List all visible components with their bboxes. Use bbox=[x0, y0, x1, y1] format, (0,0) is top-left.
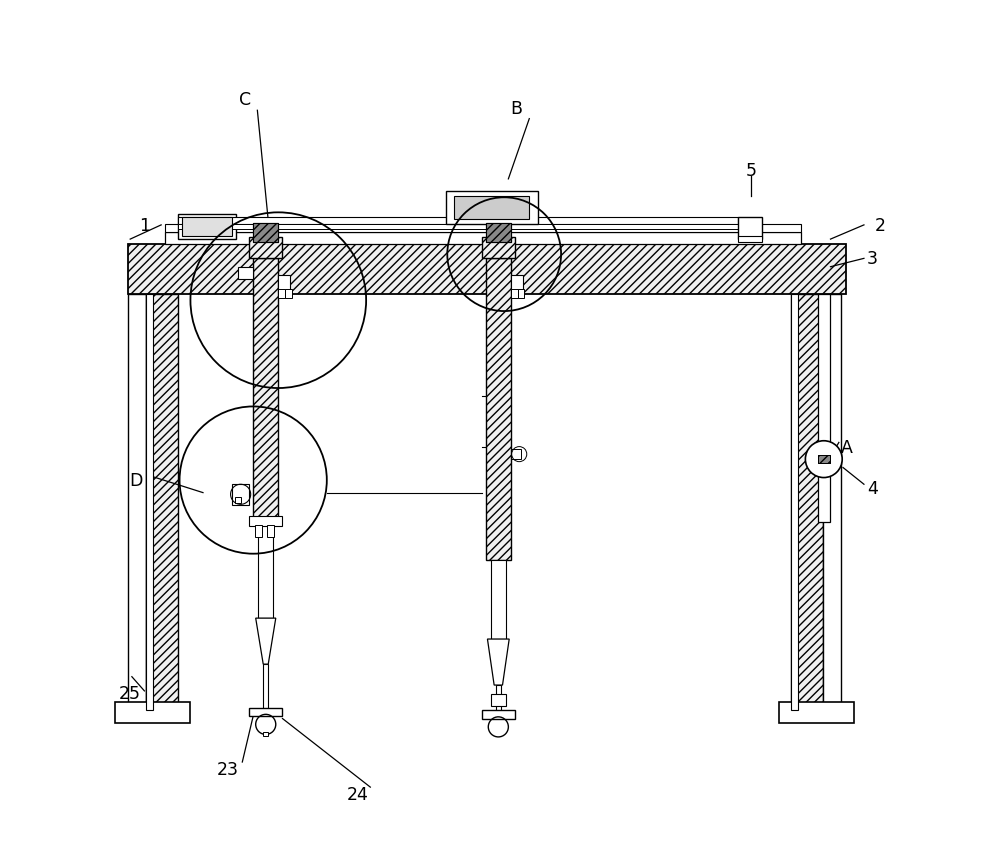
Bar bbox=[511, 290, 518, 298]
Text: 24: 24 bbox=[347, 785, 369, 803]
Bar bbox=[818, 456, 830, 464]
Bar bbox=[165, 225, 801, 233]
Text: 4: 4 bbox=[867, 480, 878, 498]
Circle shape bbox=[805, 441, 842, 478]
Bar bbox=[496, 685, 501, 717]
Bar bbox=[278, 290, 285, 298]
Bar bbox=[249, 708, 282, 717]
Text: 3: 3 bbox=[867, 250, 878, 268]
Bar bbox=[486, 224, 511, 242]
Text: 5: 5 bbox=[746, 162, 757, 181]
Text: 23: 23 bbox=[217, 760, 239, 778]
Bar bbox=[178, 214, 236, 240]
Bar bbox=[249, 238, 282, 259]
Bar bbox=[178, 225, 738, 230]
Text: 2: 2 bbox=[875, 217, 886, 235]
Text: C: C bbox=[239, 91, 251, 109]
Bar bbox=[779, 702, 854, 722]
Bar bbox=[482, 711, 515, 718]
Bar bbox=[491, 560, 506, 639]
Bar bbox=[146, 295, 153, 711]
Bar bbox=[486, 224, 511, 242]
Text: 1: 1 bbox=[139, 217, 150, 235]
Text: 25: 25 bbox=[119, 684, 141, 702]
Bar bbox=[454, 197, 529, 219]
Bar bbox=[511, 450, 521, 460]
Bar bbox=[253, 259, 278, 522]
Bar bbox=[818, 456, 830, 464]
Bar bbox=[165, 233, 801, 245]
Bar bbox=[482, 238, 515, 259]
Bar bbox=[486, 259, 511, 560]
Bar bbox=[178, 218, 738, 225]
Bar bbox=[128, 245, 846, 295]
Bar bbox=[258, 522, 273, 619]
Text: A: A bbox=[841, 438, 853, 456]
Bar bbox=[115, 702, 190, 722]
Bar bbox=[128, 295, 146, 711]
Bar bbox=[738, 236, 762, 243]
Bar bbox=[263, 664, 268, 711]
Polygon shape bbox=[487, 639, 509, 685]
Bar bbox=[263, 732, 268, 736]
Text: D: D bbox=[129, 472, 143, 490]
Bar bbox=[738, 218, 762, 240]
Bar bbox=[249, 517, 282, 527]
Bar bbox=[511, 276, 523, 293]
Bar bbox=[253, 224, 278, 242]
Bar bbox=[238, 268, 253, 280]
Bar bbox=[182, 218, 232, 236]
Bar bbox=[253, 224, 278, 242]
Bar bbox=[823, 295, 841, 711]
Bar bbox=[791, 295, 823, 711]
Bar bbox=[791, 295, 798, 711]
Bar bbox=[491, 695, 506, 706]
Polygon shape bbox=[256, 619, 276, 664]
Bar bbox=[267, 526, 274, 538]
Bar bbox=[518, 290, 524, 298]
Bar bbox=[232, 484, 249, 506]
Text: B: B bbox=[511, 100, 523, 117]
Bar bbox=[818, 295, 830, 522]
Bar bbox=[446, 192, 538, 225]
Bar bbox=[255, 526, 262, 538]
Bar bbox=[235, 497, 241, 503]
Bar bbox=[285, 290, 292, 298]
Bar bbox=[146, 295, 178, 711]
Bar bbox=[278, 276, 290, 293]
